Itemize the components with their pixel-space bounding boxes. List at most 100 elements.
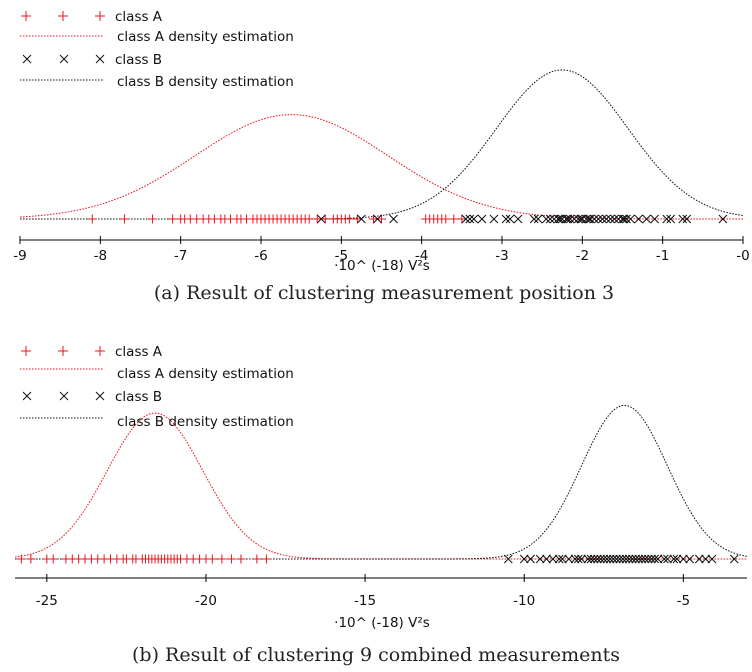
class-b-point — [569, 214, 579, 224]
class-a-point — [207, 554, 217, 564]
class-b-point — [647, 554, 656, 564]
class-a-density-curve — [14, 412, 747, 560]
legend-label-class-a: class A — [115, 9, 163, 25]
class-a-point — [148, 214, 158, 224]
legend: class A class A density estimation class… — [20, 344, 294, 430]
class-b-point — [642, 214, 651, 224]
class-b-point — [662, 214, 672, 224]
x-tick-label: -15 — [354, 593, 376, 609]
class-a-point — [119, 214, 129, 224]
class-b-point — [477, 214, 487, 224]
class-b-point — [626, 214, 635, 224]
x-tick-label: -25 — [36, 593, 58, 609]
class-a-density-curve — [19, 114, 743, 220]
class-b-point — [666, 214, 676, 224]
class-b-point — [610, 214, 619, 224]
class-b-point — [659, 554, 669, 564]
class-b-point — [634, 554, 644, 564]
class-b-point — [554, 554, 564, 564]
class-b-point — [672, 554, 682, 564]
class-b-point — [605, 554, 615, 564]
class-b-point — [678, 214, 688, 224]
x-tick-label: -5 — [677, 593, 690, 609]
class-b-density-curve — [15, 404, 748, 560]
class-b-point — [608, 554, 618, 564]
class-a-point — [252, 554, 262, 564]
class-a-point — [441, 214, 451, 224]
class-a-point — [352, 214, 362, 224]
class-b-point — [663, 554, 672, 564]
class-a-point — [48, 554, 58, 564]
legend: class A class A density estimation class… — [20, 9, 294, 90]
class-a-point — [344, 214, 354, 224]
class-b-point — [469, 214, 479, 224]
x-axis-label-a: ·10^ (-18) V²s — [334, 258, 430, 274]
class-b-point — [653, 554, 663, 564]
class-b-point — [316, 214, 326, 224]
class-b-point — [685, 554, 695, 564]
class-b-point — [640, 554, 650, 564]
class-a-point — [226, 554, 236, 564]
class-a-point — [217, 554, 227, 564]
class-b-point — [624, 554, 634, 564]
class-b-point — [503, 554, 513, 564]
x-tick-label: -7 — [174, 248, 187, 264]
class-b-point — [563, 214, 573, 224]
class-a-point — [449, 214, 459, 224]
class-b-point — [577, 554, 586, 564]
class-a-point — [87, 214, 97, 224]
class-b-point — [573, 214, 583, 224]
x-tick-label: -1 — [656, 248, 669, 264]
caption-b: (b) Result of clustering 9 combined meas… — [132, 644, 620, 666]
class-b-point — [501, 214, 511, 224]
class-b-point — [619, 214, 629, 224]
class-b-point — [621, 554, 631, 564]
class-a-point — [304, 214, 314, 224]
class-b-point — [542, 554, 551, 564]
class-b-point — [589, 554, 599, 564]
x-tick-label: -20 — [195, 593, 217, 609]
class-b-point — [564, 554, 574, 564]
class-b-point — [650, 214, 659, 224]
class-b-point — [555, 214, 565, 224]
class-b-point — [631, 554, 640, 564]
legend-marker-class-b — [22, 54, 105, 64]
x-tick-label: -3 — [495, 248, 508, 264]
class-b-point — [489, 214, 499, 224]
legend-marker-class-a — [21, 346, 105, 356]
class-b-point — [541, 214, 551, 224]
class-b-point — [606, 214, 615, 224]
class-b-point — [565, 214, 575, 224]
class-b-point — [586, 214, 595, 224]
x-tick-label: -10 — [513, 593, 535, 609]
class-b-point — [634, 214, 643, 224]
class-b-point — [513, 214, 523, 224]
x-tick-label: -5 — [335, 248, 348, 264]
class-b-point — [602, 554, 612, 564]
class-a-point — [312, 214, 322, 224]
legend-label-class-b-density: class B density estimation — [117, 414, 294, 430]
class-a-point — [320, 214, 330, 224]
class-a-point — [16, 554, 26, 564]
class-b-point — [586, 554, 596, 564]
class-b-point — [373, 214, 382, 224]
class-b-point — [533, 214, 543, 224]
class-b-point — [548, 554, 558, 564]
class-b-point — [618, 554, 628, 564]
class-b-point — [602, 214, 611, 224]
class-b-point — [598, 214, 607, 224]
class-b-point — [465, 214, 475, 224]
class-b-point — [718, 214, 728, 224]
class-b-point — [505, 214, 515, 224]
panel-b: class A class A density estimation class… — [14, 344, 748, 666]
x-tick-label: -6 — [254, 248, 267, 264]
x-tick-label: -0 — [736, 248, 749, 264]
class-a-point — [457, 214, 467, 224]
class-b-point — [643, 554, 653, 564]
legend-label-class-b: class B — [115, 389, 162, 405]
class-b-point — [637, 554, 647, 564]
class-b-point — [529, 214, 539, 224]
class-b-point — [622, 214, 631, 224]
class-b-point — [729, 554, 739, 564]
